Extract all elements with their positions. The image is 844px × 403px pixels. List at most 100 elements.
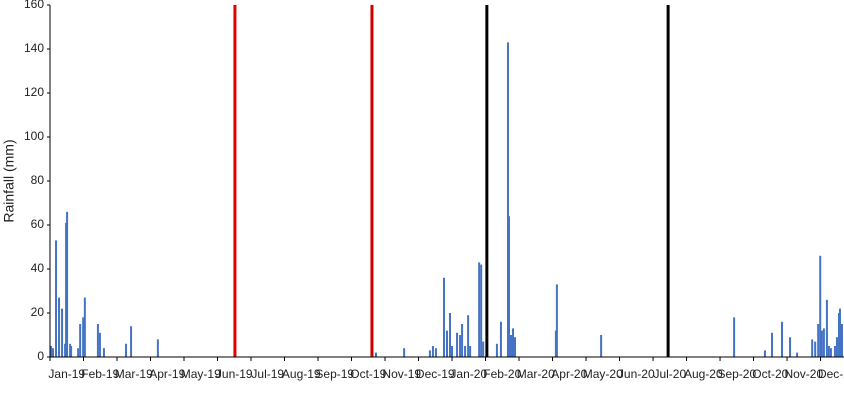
bar bbox=[459, 335, 462, 357]
bar bbox=[98, 332, 101, 357]
bar bbox=[509, 335, 512, 357]
bar bbox=[456, 332, 459, 357]
bar bbox=[125, 343, 128, 357]
bar bbox=[65, 222, 68, 357]
x-tick-label: Nov-19 bbox=[382, 367, 421, 381]
x-tick-label: Oct-20 bbox=[752, 367, 788, 381]
bar bbox=[796, 352, 799, 357]
bar bbox=[102, 348, 105, 357]
bar bbox=[822, 328, 825, 357]
bar bbox=[461, 324, 464, 357]
bar bbox=[156, 339, 159, 357]
bar bbox=[554, 330, 557, 357]
x-tick-label: Jul-20 bbox=[653, 367, 686, 381]
bar bbox=[600, 335, 603, 357]
bar bbox=[77, 348, 80, 357]
bar bbox=[827, 346, 830, 357]
bar bbox=[66, 211, 69, 357]
bar bbox=[733, 317, 736, 357]
y-tick-label: 20 bbox=[31, 305, 45, 319]
y-tick-label: 100 bbox=[24, 129, 44, 143]
x-tick-label: Apr-20 bbox=[551, 367, 587, 381]
bar bbox=[833, 346, 836, 357]
bar bbox=[814, 341, 817, 357]
x-tick-label: Feb-19 bbox=[81, 367, 119, 381]
x-tick-label: Jun-19 bbox=[216, 367, 253, 381]
bar bbox=[442, 277, 445, 357]
bar bbox=[511, 328, 514, 357]
bar bbox=[811, 339, 814, 357]
bar bbox=[506, 42, 509, 358]
bar bbox=[446, 330, 448, 357]
bar bbox=[451, 346, 454, 357]
bar bbox=[52, 348, 55, 357]
bar bbox=[478, 262, 481, 357]
bar bbox=[770, 332, 773, 357]
bar bbox=[431, 346, 434, 357]
y-axis-title: Rainfall (mm) bbox=[1, 139, 17, 222]
bar bbox=[840, 324, 843, 357]
x-tick-label: May-19 bbox=[181, 367, 221, 381]
bar bbox=[825, 299, 828, 357]
bar bbox=[817, 324, 820, 357]
bar bbox=[820, 330, 823, 357]
bar bbox=[781, 321, 784, 357]
y-tick-label: 140 bbox=[24, 41, 44, 55]
bar bbox=[69, 343, 72, 357]
x-tick-label: Dec-19 bbox=[416, 367, 455, 381]
bar bbox=[469, 346, 472, 357]
bar bbox=[61, 308, 64, 357]
x-tick-label: Oct-19 bbox=[350, 367, 386, 381]
bar bbox=[55, 240, 58, 357]
bar bbox=[70, 346, 73, 357]
bar bbox=[819, 255, 822, 357]
x-tick-label: Jul-19 bbox=[251, 367, 284, 381]
bar bbox=[838, 308, 841, 357]
bar bbox=[403, 348, 406, 357]
bar bbox=[464, 346, 467, 357]
x-tick-label: Dec-20 bbox=[818, 367, 844, 381]
bar bbox=[514, 337, 517, 357]
bar bbox=[507, 216, 510, 357]
bar bbox=[837, 313, 840, 357]
bar bbox=[374, 352, 377, 357]
bar bbox=[789, 337, 792, 357]
bar bbox=[480, 264, 483, 357]
bar bbox=[555, 284, 558, 357]
x-tick-label: Apr-19 bbox=[149, 367, 185, 381]
bar bbox=[83, 297, 86, 357]
bar bbox=[499, 321, 502, 357]
x-tick-label: Feb-20 bbox=[483, 367, 521, 381]
x-tick-label: Nov-20 bbox=[784, 367, 823, 381]
bar bbox=[482, 341, 485, 357]
bar bbox=[763, 350, 766, 357]
x-tick-label: Aug-19 bbox=[282, 367, 321, 381]
x-tick-label: Jan-20 bbox=[450, 367, 487, 381]
y-tick-label: 80 bbox=[31, 173, 45, 187]
bar bbox=[449, 313, 452, 357]
bar bbox=[58, 297, 61, 357]
bar bbox=[835, 337, 838, 357]
bar bbox=[130, 326, 133, 357]
bar bbox=[495, 343, 498, 357]
y-tick-label: 40 bbox=[31, 261, 45, 275]
x-tick-label: Jun-20 bbox=[618, 367, 655, 381]
x-tick-label: Mar-19 bbox=[115, 367, 153, 381]
y-tick-label: 60 bbox=[31, 217, 45, 231]
y-tick-label: 120 bbox=[24, 85, 44, 99]
x-tick-label: May-20 bbox=[583, 367, 623, 381]
bar bbox=[50, 346, 53, 357]
bar bbox=[829, 348, 832, 357]
bar bbox=[428, 350, 431, 357]
x-tick-label: Sep-20 bbox=[717, 367, 756, 381]
y-tick-label: 0 bbox=[37, 349, 44, 363]
x-tick-label: Sep-19 bbox=[315, 367, 354, 381]
bar bbox=[64, 343, 67, 357]
y-tick-label: 160 bbox=[24, 0, 44, 11]
bar bbox=[434, 348, 437, 357]
bar bbox=[96, 324, 99, 357]
x-tick-label: Aug-20 bbox=[684, 367, 723, 381]
x-tick-label: Mar-20 bbox=[517, 367, 555, 381]
bar bbox=[82, 317, 85, 357]
